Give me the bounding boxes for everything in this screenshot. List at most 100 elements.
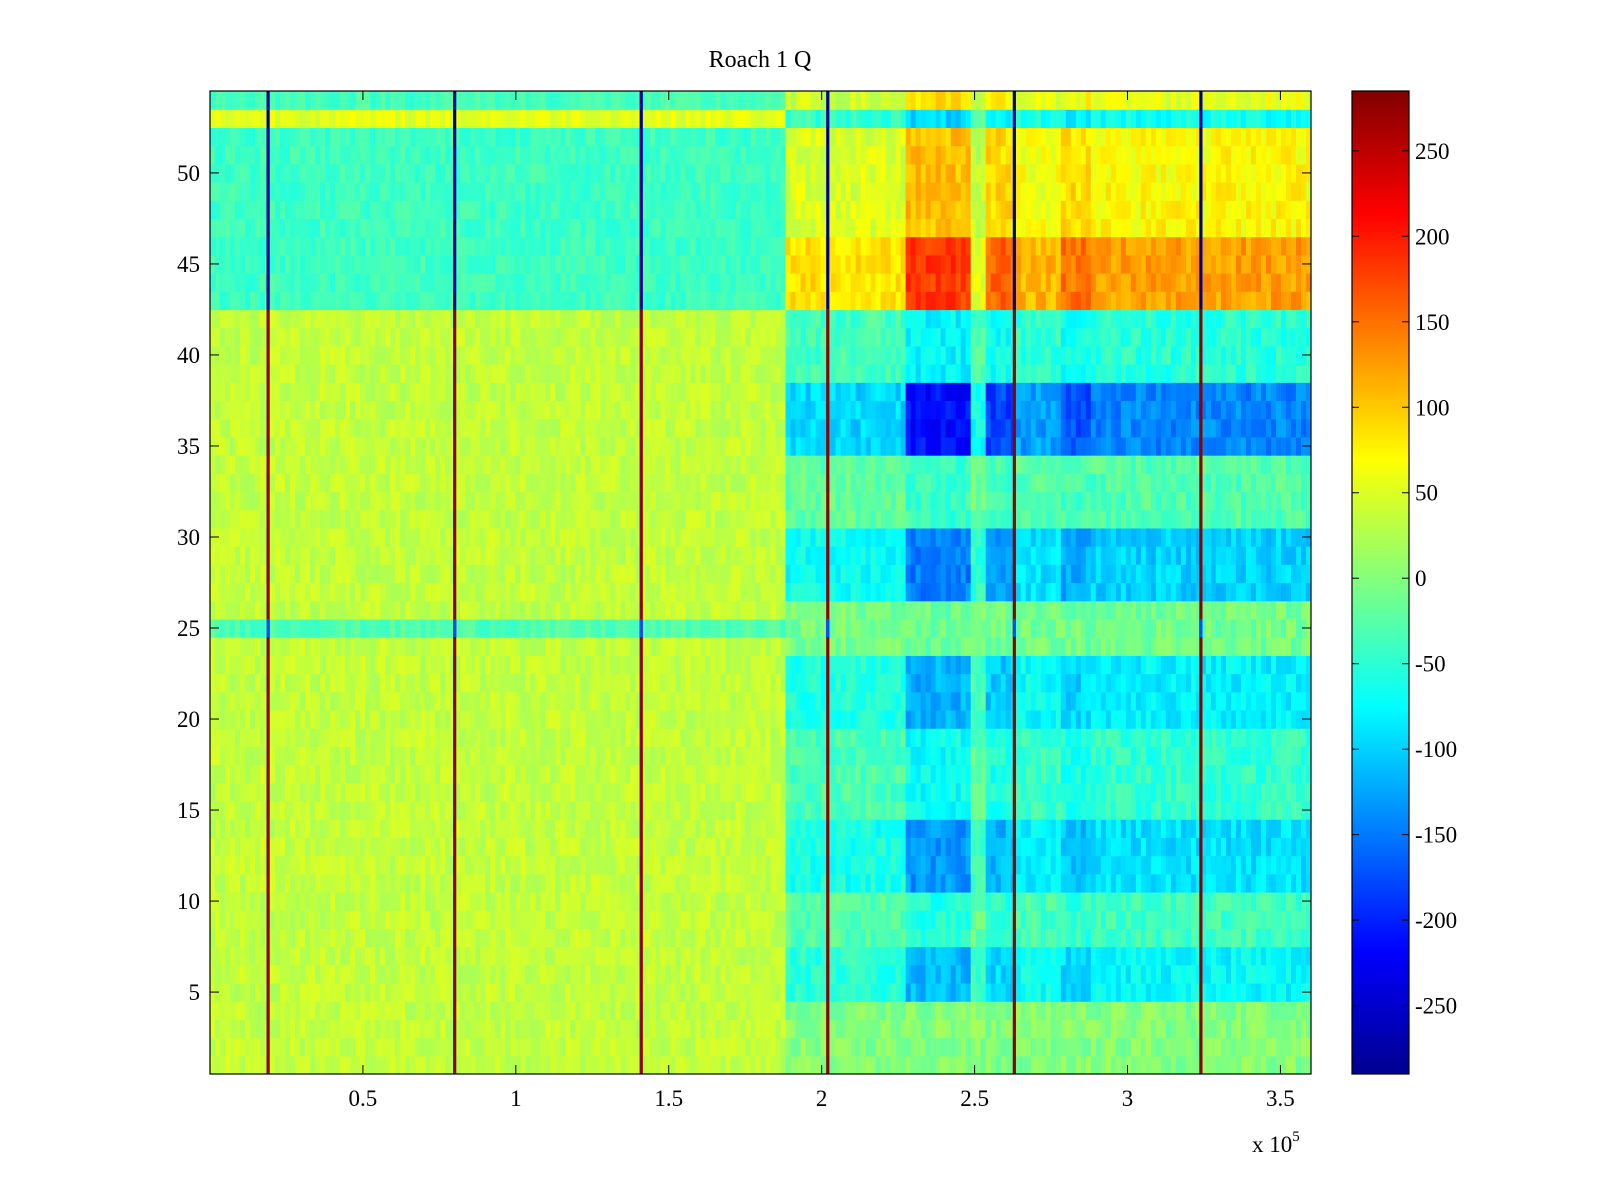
heatmap-cell bbox=[795, 819, 802, 838]
heatmap-cell bbox=[995, 782, 1002, 802]
heatmap-cell bbox=[880, 655, 887, 675]
heatmap-cell bbox=[315, 655, 321, 675]
heatmap-cell bbox=[875, 1055, 882, 1074]
heatmap-cell bbox=[1200, 946, 1207, 966]
heatmap-cell bbox=[710, 946, 717, 966]
heatmap-cell bbox=[1025, 946, 1032, 966]
heatmap-cell bbox=[235, 873, 241, 893]
heatmap-cell bbox=[625, 982, 631, 1002]
heatmap-cell bbox=[370, 928, 376, 948]
heatmap-cell bbox=[355, 910, 361, 929]
heatmap-cell bbox=[1150, 928, 1157, 948]
heatmap-cell bbox=[730, 891, 737, 911]
heatmap-cell bbox=[515, 982, 521, 1002]
heatmap-cell bbox=[1115, 709, 1122, 729]
heatmap-cell bbox=[605, 746, 611, 766]
heatmap-cell bbox=[355, 655, 361, 675]
heatmap-cell bbox=[550, 655, 556, 675]
heatmap-cell bbox=[285, 1019, 291, 1039]
heatmap-cell bbox=[1030, 691, 1037, 711]
heatmap-cell bbox=[870, 709, 877, 729]
heatmap-cell bbox=[1030, 709, 1037, 729]
heatmap-cell bbox=[1055, 855, 1062, 875]
heatmap-cell bbox=[410, 728, 416, 747]
heatmap-cell bbox=[1150, 673, 1157, 693]
heatmap-cell bbox=[795, 691, 802, 711]
heatmap-cell bbox=[245, 946, 251, 966]
heatmap-cell bbox=[1125, 691, 1132, 711]
heatmap-cell bbox=[500, 655, 506, 675]
heatmap-cell bbox=[970, 819, 977, 838]
heatmap-cell bbox=[305, 691, 311, 711]
heatmap-cell bbox=[765, 982, 772, 1002]
heatmap-cell bbox=[665, 928, 672, 948]
heatmap-cell bbox=[435, 691, 441, 711]
heatmap-cell bbox=[945, 855, 952, 875]
heatmap-cell bbox=[285, 946, 291, 966]
heatmap-cell bbox=[1275, 1037, 1282, 1057]
heatmap-cell bbox=[960, 746, 967, 766]
heatmap-cell bbox=[820, 746, 827, 766]
heatmap-cell bbox=[405, 873, 411, 893]
heatmap-cell bbox=[700, 819, 707, 838]
heatmap-cell bbox=[285, 709, 291, 729]
heatmap-cell bbox=[1300, 782, 1307, 802]
heatmap-cell bbox=[915, 1055, 922, 1074]
heatmap-cell bbox=[980, 873, 987, 893]
heatmap-cell bbox=[405, 837, 411, 857]
heatmap-cell bbox=[780, 1019, 787, 1039]
heatmap-cell bbox=[660, 1019, 667, 1039]
heatmap-cell bbox=[500, 982, 506, 1002]
heatmap-cell bbox=[595, 1037, 601, 1057]
heatmap-cell bbox=[635, 691, 641, 711]
heatmap-cell bbox=[405, 891, 411, 911]
heatmap-cell bbox=[1025, 764, 1032, 784]
heatmap-cell bbox=[1195, 1055, 1202, 1074]
heatmap-cell bbox=[815, 819, 822, 838]
heatmap-cell bbox=[915, 1019, 922, 1039]
heatmap-cell bbox=[1275, 709, 1282, 729]
heatmap-cell bbox=[1130, 910, 1137, 929]
heatmap-cell bbox=[1250, 946, 1257, 966]
heatmap-cell bbox=[685, 928, 692, 948]
heatmap-cell bbox=[1195, 1019, 1202, 1039]
heatmap-cell bbox=[445, 1037, 451, 1057]
heatmap-cell bbox=[780, 891, 787, 911]
heatmap-cell bbox=[1025, 1037, 1032, 1057]
heatmap-cell bbox=[1025, 782, 1032, 802]
heatmap-cell bbox=[1160, 691, 1167, 711]
heatmap-cell bbox=[865, 837, 872, 857]
heatmap-cell bbox=[400, 946, 406, 966]
heatmap-cell bbox=[910, 873, 917, 893]
heatmap-cell bbox=[1145, 746, 1152, 766]
heatmap-cell bbox=[625, 655, 631, 675]
heatmap-cell bbox=[980, 946, 987, 966]
heatmap-cell bbox=[950, 873, 957, 893]
heatmap-cell bbox=[1235, 1037, 1242, 1057]
heatmap-cell bbox=[410, 709, 416, 729]
heatmap-cell bbox=[1185, 891, 1192, 911]
heatmap-cell bbox=[590, 855, 596, 875]
heatmap-cell bbox=[370, 1001, 376, 1020]
heatmap-cell bbox=[565, 819, 571, 838]
heatmap-cell bbox=[960, 1055, 967, 1074]
heatmap-cell bbox=[1235, 819, 1242, 838]
heatmap-cell bbox=[680, 910, 687, 929]
heatmap-cell bbox=[535, 964, 541, 984]
heatmap-cell bbox=[725, 1019, 732, 1039]
heatmap-cell bbox=[1200, 837, 1207, 857]
heatmap-cell bbox=[665, 709, 672, 729]
heatmap-cell bbox=[650, 837, 656, 857]
heatmap-cell bbox=[970, 946, 977, 966]
heatmap-cell bbox=[965, 819, 972, 838]
heatmap-cell bbox=[1235, 964, 1242, 984]
heatmap-cell bbox=[335, 800, 341, 820]
heatmap-cell bbox=[865, 873, 872, 893]
heatmap-cell bbox=[990, 982, 997, 1002]
heatmap-cell bbox=[845, 982, 852, 1002]
heatmap-cell bbox=[375, 1037, 381, 1057]
heatmap-cell bbox=[900, 910, 907, 929]
heatmap-cell bbox=[850, 764, 857, 784]
heatmap-cell bbox=[465, 964, 471, 984]
heatmap-cell bbox=[640, 728, 646, 747]
